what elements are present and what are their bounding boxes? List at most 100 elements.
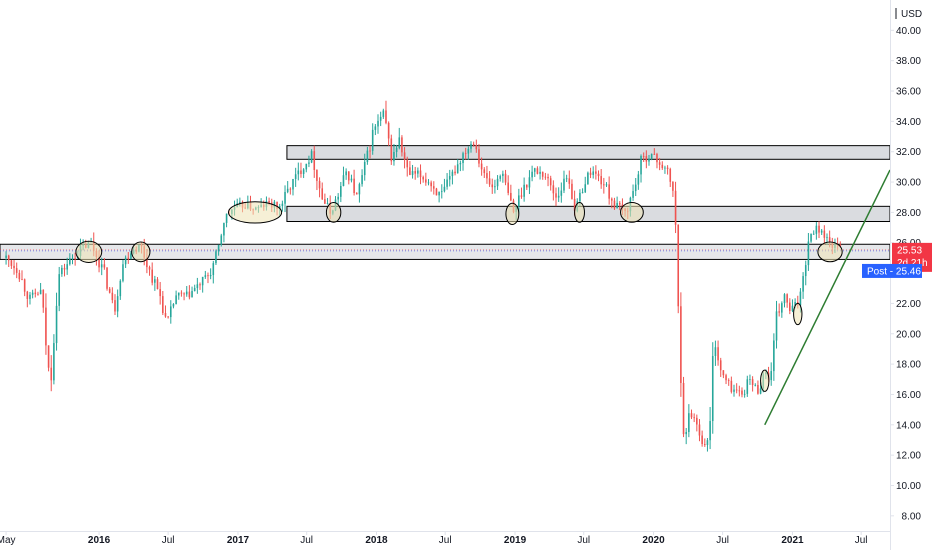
candle: [191, 286, 193, 298]
y-tick-label: 40.00: [896, 26, 921, 37]
candle: [584, 176, 587, 193]
candle-body: [448, 176, 451, 180]
candle: [600, 168, 602, 189]
candle-body: [791, 305, 794, 311]
candle-body: [193, 288, 196, 292]
ellipse-marker-2[interactable]: [131, 241, 151, 263]
candle-body: [308, 162, 310, 164]
candle: [100, 257, 103, 276]
candle-body: [34, 292, 37, 294]
candle: [680, 292, 682, 397]
candle: [209, 268, 212, 280]
candle-body: [672, 181, 674, 191]
candle-body: [696, 417, 698, 425]
candle-body: [45, 307, 47, 346]
candle-body: [454, 171, 456, 174]
candle-body: [310, 151, 313, 163]
candle-body: [204, 275, 207, 277]
candle-body: [66, 264, 68, 270]
candle-body: [297, 170, 300, 175]
candle-body: [401, 137, 403, 153]
candle: [42, 289, 45, 313]
x-tick-label: Jul: [439, 535, 452, 546]
candle-body: [103, 264, 106, 268]
candle: [385, 100, 387, 125]
candle-body: [276, 201, 278, 209]
candle-body: [533, 168, 536, 172]
candle-body: [722, 370, 725, 376]
candle-body: [552, 185, 555, 194]
candle-body: [220, 235, 223, 245]
ellipse-marker-7[interactable]: [620, 202, 644, 223]
candle: [568, 170, 571, 189]
candle: [669, 167, 672, 188]
candle-body: [650, 153, 653, 159]
candle-body: [818, 225, 820, 233]
candle-body: [371, 129, 374, 151]
support-trend-line[interactable]: [764, 169, 891, 426]
candle-body: [196, 284, 199, 289]
candle: [464, 147, 467, 160]
candle-body: [749, 379, 751, 380]
candle-body: [281, 203, 284, 206]
ellipse-marker-9[interactable]: [793, 302, 803, 326]
x-tick-label: Jul: [162, 535, 175, 546]
y-tick-label: 10.00: [896, 481, 921, 492]
ellipse-marker-4[interactable]: [325, 202, 342, 223]
candle-body: [714, 347, 717, 356]
candle: [148, 265, 151, 276]
candle: [18, 269, 21, 282]
candle-body: [823, 230, 826, 238]
ellipse-marker-8[interactable]: [760, 369, 770, 392]
candle: [496, 175, 499, 190]
x-axis[interactable]: May 2016 Jul 2017 Jul 2018 Jul 2019 Jul 2020 Jul 20…: [0, 531, 868, 546]
candle-body: [294, 174, 297, 179]
price-band-1[interactable]: [286, 145, 891, 160]
candle-body: [223, 222, 225, 236]
x-tick-label: 2019: [504, 535, 527, 546]
candle: [571, 179, 573, 200]
candle-body: [507, 182, 509, 193]
candle-body: [804, 265, 807, 277]
candle-body: [759, 388, 762, 394]
currency-selector[interactable]: USD: [892, 4, 928, 22]
candle-body: [337, 196, 339, 200]
candle: [589, 167, 592, 179]
y-tick-label: 28.00: [896, 208, 921, 219]
ellipse-marker-6[interactable]: [574, 202, 585, 223]
candle-body: [693, 417, 695, 419]
candle-body: [167, 316, 169, 318]
candle-body: [411, 171, 414, 175]
candle: [685, 427, 687, 445]
candle: [29, 291, 31, 305]
candle-body: [709, 421, 711, 441]
x-tick-label: 2016: [88, 535, 111, 546]
candle: [409, 161, 411, 176]
candle-body: [613, 200, 616, 209]
candle-body: [347, 171, 350, 181]
candle: [302, 168, 305, 179]
candle-body: [217, 244, 220, 252]
candle-body: [563, 178, 565, 191]
ellipse-marker-10[interactable]: [817, 241, 843, 263]
y-tick-label: 36.00: [896, 87, 921, 98]
candle-body: [443, 186, 446, 192]
candle: [494, 179, 496, 194]
candle-body: [706, 440, 709, 445]
ellipse-marker-5[interactable]: [505, 202, 520, 226]
ellipse-marker-1[interactable]: [75, 240, 103, 263]
candle: [345, 168, 347, 180]
candle: [757, 380, 759, 395]
candle-body: [464, 153, 467, 155]
candle-body: [738, 390, 741, 392]
currency-label: USD: [901, 9, 922, 20]
ellipse-marker-3[interactable]: [227, 201, 283, 224]
candle: [398, 127, 401, 150]
price-band-2[interactable]: [286, 205, 891, 223]
candle: [536, 166, 539, 175]
candle-body: [26, 291, 29, 299]
candle: [812, 230, 815, 235]
candle: [363, 153, 366, 181]
candle-body: [475, 145, 478, 150]
